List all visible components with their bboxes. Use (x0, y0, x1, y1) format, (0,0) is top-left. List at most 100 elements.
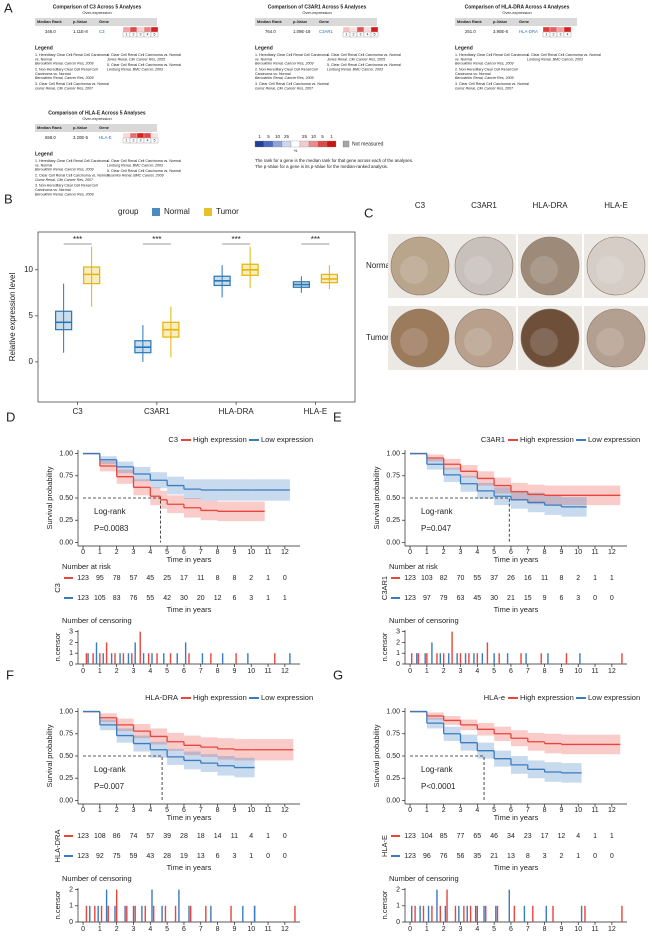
legend-line: Gumz Renal, Clin Cancer Res, 2007 (35, 86, 94, 90)
risk-count: 3 (249, 595, 253, 602)
censor-x-tick-label: 4 (148, 668, 152, 675)
x-tick-label: 1 (98, 807, 102, 814)
legend-label: Low expression (588, 435, 640, 444)
annotation: P=0.007 (94, 782, 125, 791)
cell-label-box (150, 137, 159, 144)
legend-title: C3AR1 (481, 435, 505, 444)
censor-bar (468, 653, 470, 664)
x-tick-label: 2 (442, 807, 446, 814)
heat-cell (129, 26, 138, 33)
table-cell: 764.0 (265, 29, 276, 34)
y-tick-label: 0.75 (386, 731, 400, 738)
censor-title: Number of censoring (62, 874, 132, 883)
risk-count: 37 (490, 575, 498, 582)
risk-count: 11 (197, 575, 204, 582)
risk-count: 28 (163, 853, 171, 860)
censor-bar (247, 653, 249, 664)
median-line (410, 755, 485, 801)
legend-line: Lenburg Renal, BMC Cancer, 2003 (527, 57, 583, 61)
censor-bar (89, 905, 91, 922)
missing-label: Not measured (352, 141, 384, 147)
legend-title: Legend (35, 45, 53, 51)
y-axis-label: Relative expression level (8, 273, 17, 362)
censor-bar (496, 905, 499, 922)
table-cell: 658.0 (45, 135, 56, 140)
scale-unit: % (294, 148, 298, 153)
cell-label: 4 (367, 33, 369, 37)
panel-label: C (364, 205, 373, 220)
risk-count: 45 (146, 575, 154, 582)
risk-count: 12 (214, 595, 222, 602)
legend-line: 5. Clear Cell Renal Cell Carcinoma vs. N… (327, 63, 401, 67)
scale-label: 10 (311, 134, 317, 139)
legend-line: Beroukhim Renal, Cancer Res, 2009 (255, 62, 314, 66)
censor-bar (242, 905, 244, 922)
censor-bar (210, 653, 212, 664)
censor-x-tick-label: 5 (165, 926, 169, 933)
y-tick-label: 1.00 (386, 450, 400, 457)
heat-cell (150, 26, 159, 33)
risk-count: 77 (457, 833, 465, 840)
box-subtitle: Over-expression (82, 116, 111, 121)
censor-bar (520, 653, 522, 664)
heat-cell (370, 26, 379, 33)
legend-line: 3. Clear Cell Renal Cell Carcinoma vs. N… (255, 82, 329, 86)
risk-count: 1 (266, 575, 270, 582)
annotation: Log-rank (421, 765, 454, 774)
risk-count: 26 (507, 575, 515, 582)
heat-cell (356, 26, 365, 33)
x-axis-label: Time in years (494, 813, 539, 822)
y-tick-label: 0.50 (59, 495, 73, 502)
ihc-texture (464, 328, 492, 356)
censor-bar (102, 653, 104, 664)
table-cell: C3AR1 (319, 29, 333, 34)
x-tick-label: 12 (608, 807, 616, 814)
box-subtitle: Over-expression (502, 10, 531, 15)
censor-bar (107, 905, 109, 922)
table-cell: C3 (99, 29, 105, 34)
censor-bar (131, 653, 133, 664)
censor-x-tick-label: 2 (442, 668, 446, 675)
table-cell: 3.90E-6 (493, 29, 509, 34)
risk-count: 104 (421, 833, 433, 840)
legend-title: Legend (455, 45, 473, 51)
risk-count: 1 (610, 575, 614, 582)
risk-x-label: Time in years (167, 863, 212, 872)
risk-count: 123 (404, 595, 416, 602)
y-tick-label: 0.25 (386, 517, 400, 524)
y-tick-label: 0.75 (59, 473, 73, 480)
panel-label: D (6, 409, 15, 424)
censor-bar (486, 642, 489, 664)
censor-bar (99, 653, 101, 664)
censor-bar (294, 905, 296, 922)
x-tick-label: 4 (148, 549, 152, 556)
y-tick-label: 0.50 (386, 495, 400, 502)
cell-label: 1 (126, 139, 128, 143)
table-header: Gene (319, 19, 330, 24)
censor-bar (476, 905, 479, 922)
censor-x-tick-label: 1 (425, 668, 429, 675)
x-axis-label: Time in years (494, 555, 539, 564)
y-axis-label: Survival probability (45, 724, 54, 787)
box-title: Comparison of HLA-E Across 5 Analyses (48, 110, 146, 116)
risk-count: 0 (593, 595, 597, 602)
legend-line: Gumz Renal, Clin Cancer Res, 2007 (255, 86, 314, 90)
risk-y-label: C3AR1 (380, 576, 389, 600)
censor-bar (422, 905, 425, 922)
risk-y-label: C3 (53, 583, 62, 593)
x-tick-label: 4 (475, 549, 479, 556)
censor-x-tick-label: 6 (509, 926, 513, 933)
x-tick-label: C3 (73, 407, 84, 416)
censor-y-tick-label: 0 (69, 919, 73, 926)
risk-count: 56 (457, 853, 465, 860)
censor-bar (458, 905, 460, 922)
censor-bar (451, 631, 453, 664)
x-tick-label: 0 (408, 549, 412, 556)
censor-x-tick-label: 0 (81, 926, 85, 933)
censor-x-tick-label: 4 (148, 926, 152, 933)
censor-bar (122, 653, 125, 664)
risk-count: 39 (163, 833, 171, 840)
x-tick-label: 5 (165, 807, 169, 814)
censor-bar (94, 905, 96, 922)
